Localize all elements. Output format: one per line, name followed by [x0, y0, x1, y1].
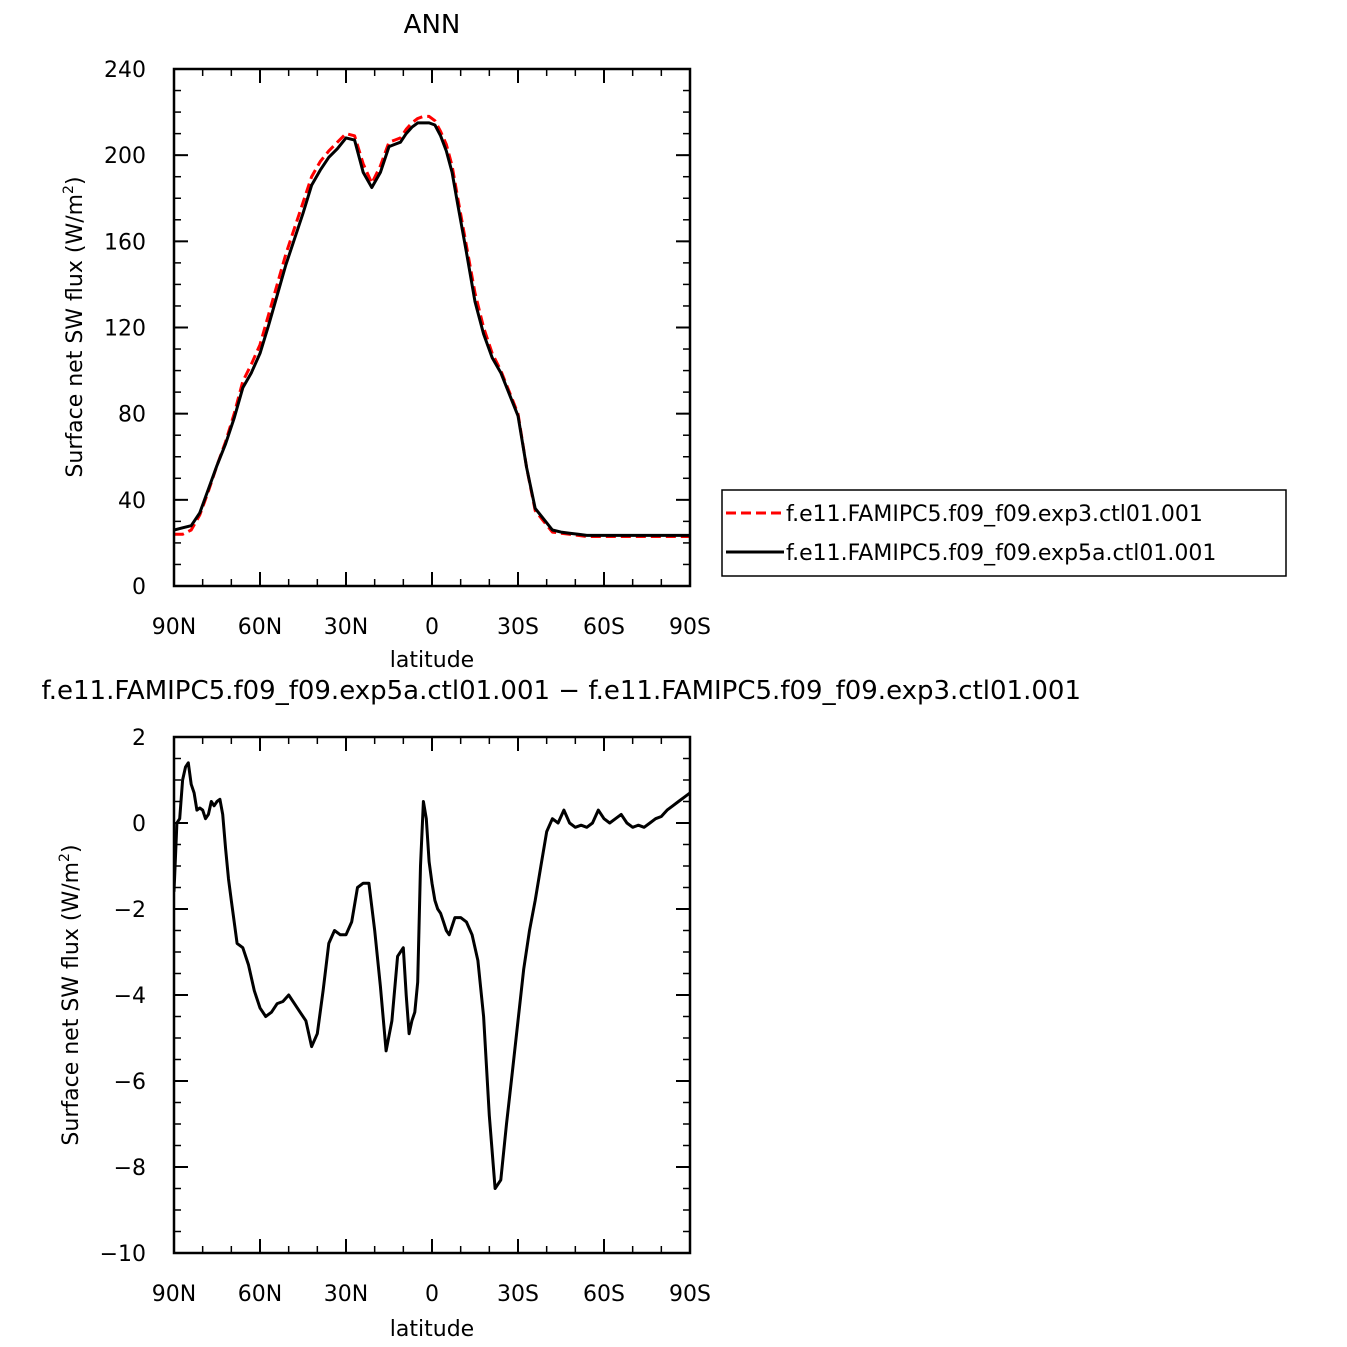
top-x-axis-label: latitude: [390, 648, 474, 673]
y-tick-label: 40: [118, 489, 146, 514]
y-tick-label: −8: [114, 1156, 146, 1181]
y-tick-label: 200: [104, 144, 146, 169]
x-tick-label: 90S: [669, 615, 711, 640]
legend-label-exp3: f.e11.FAMIPC5.f09_f09.exp3.ctl01.001: [786, 502, 1203, 527]
x-tick-label: 90N: [152, 1282, 196, 1307]
y-tick-label: −6: [114, 1070, 146, 1095]
x-tick-label: 60S: [583, 1282, 625, 1307]
y-tick-label: 80: [118, 403, 146, 428]
x-tick-label: 60N: [238, 615, 282, 640]
series-line-1-0: [174, 761, 690, 1190]
x-tick-label: 0: [425, 1282, 439, 1307]
bottom-x-axis-label: latitude: [390, 1317, 474, 1342]
y-tick-label: 0: [132, 812, 146, 837]
x-tick-label: 30N: [324, 615, 368, 640]
x-tick-label: 30S: [497, 615, 539, 640]
x-tick-label: 30S: [497, 1282, 539, 1307]
y-tick-label: −2: [114, 898, 146, 923]
x-tick-label: 60S: [583, 615, 625, 640]
series-line-0-0: [174, 114, 690, 538]
legend-box: [721, 489, 1287, 577]
x-tick-label: 90N: [152, 615, 196, 640]
top-chart-title: ANN: [404, 10, 461, 40]
x-tick-label: 90S: [669, 1282, 711, 1307]
top-plot-area: [174, 114, 690, 538]
top-y-axis: 0 40 80 120 160 200 240: [104, 58, 690, 600]
bottom-chart-title: f.e11.FAMIPC5.f09_f09.exp5a.ctl01.001 − …: [41, 676, 1081, 706]
legend-label-exp5a: f.e11.FAMIPC5.f09_f09.exp5a.ctl01.001: [786, 541, 1216, 566]
y-tick-label: 160: [104, 230, 146, 255]
bottom-plot-frame: [172, 735, 692, 1255]
bottom-y-axis-label: Surface net SW flux (W/m2): [57, 844, 84, 1145]
x-tick-label: 30N: [324, 1282, 368, 1307]
y-tick-label: 120: [104, 317, 146, 342]
series-line-0-1: [174, 121, 690, 537]
legend: f.e11.FAMIPC5.f09_f09.exp3.ctl01.001 f.e…: [721, 489, 1287, 577]
y-tick-label: −4: [114, 984, 146, 1009]
x-tick-label: 60N: [238, 1282, 282, 1307]
top-y-axis-label: Surface net SW flux (W/m2): [61, 176, 88, 477]
y-tick-label: 240: [104, 58, 146, 83]
y-tick-label: −10: [100, 1242, 146, 1267]
y-tick-label: 2: [132, 726, 146, 751]
bottom-chart: f.e11.FAMIPC5.f09_f09.exp5a.ctl01.001 − …: [41, 676, 1081, 1342]
top-x-axis: 90N 60N 30N 0 30S 60S 90S: [152, 69, 711, 640]
bottom-plot-area: [174, 761, 690, 1190]
top-plot-frame: [172, 67, 692, 588]
y-tick-label: 0: [132, 575, 146, 600]
x-tick-label: 0: [425, 615, 439, 640]
